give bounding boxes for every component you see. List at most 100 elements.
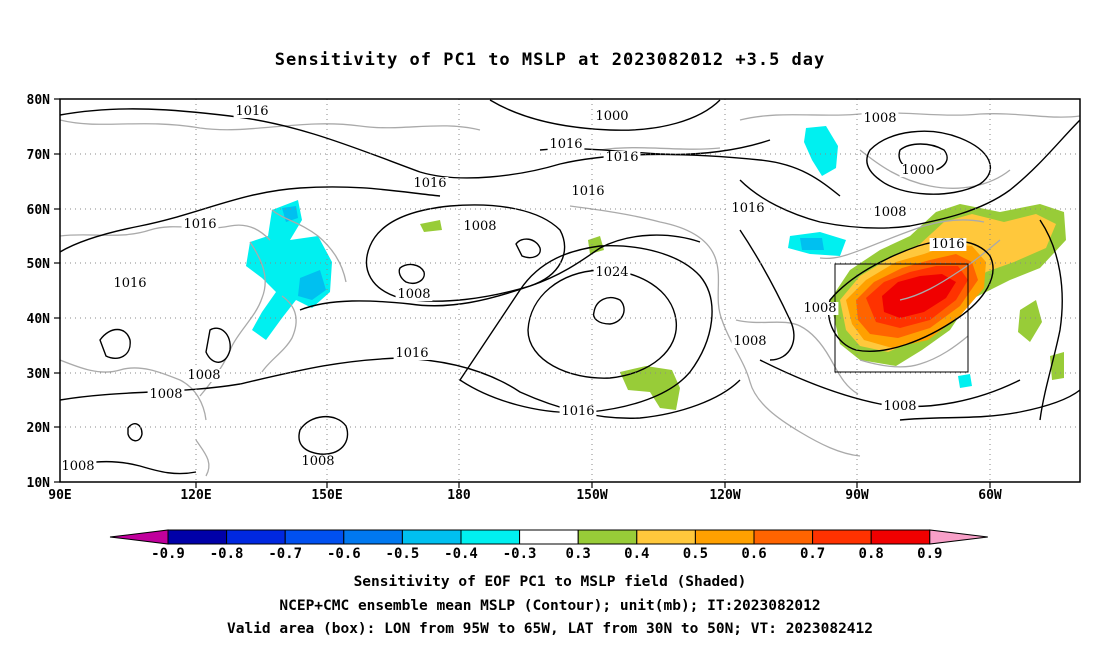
colorbar-segment xyxy=(167,529,228,545)
contour-label-bg xyxy=(547,138,585,151)
lat-label: 30N xyxy=(27,367,51,382)
contour-label: 1016 xyxy=(235,104,268,119)
sensitivity-shading xyxy=(246,126,1066,410)
colorbar-segment xyxy=(636,529,696,545)
colorbar-tick-label: 0.7 xyxy=(800,546,825,562)
caption-line-3: Valid area (box): LON from 95W to 65W, L… xyxy=(226,621,873,637)
contour-label-bg xyxy=(593,110,631,123)
contour-label: 1016 xyxy=(113,276,146,291)
contour-label: 1008 xyxy=(733,334,766,349)
contour-label-bg xyxy=(60,460,97,473)
lon-label: 60W xyxy=(978,488,1002,503)
lon-label: 90E xyxy=(48,488,71,503)
lon-label: 180 xyxy=(447,488,471,503)
contour-label-bg xyxy=(593,266,631,279)
colorbar-segment xyxy=(284,529,345,545)
lat-label: 60N xyxy=(27,203,51,218)
lat-label: 20N xyxy=(27,421,51,436)
colorbar-segment xyxy=(519,529,579,545)
colorbar-segment xyxy=(812,529,872,545)
contour-label-bg xyxy=(729,202,767,215)
contour-label-bg xyxy=(881,400,919,413)
colorbar-segment xyxy=(753,529,814,545)
contour-label-bg xyxy=(899,164,937,177)
colorbar-tick-label: -0.6 xyxy=(327,546,361,562)
lat-label: 50N xyxy=(27,257,51,272)
shade-negative-arctic xyxy=(804,126,838,176)
caption-line-2: NCEP+CMC ensemble mean MSLP (Contour); u… xyxy=(279,598,821,614)
contour-label: 1016 xyxy=(561,404,594,419)
colorbar-segment xyxy=(870,529,931,545)
colorbar-low-triangle xyxy=(109,529,169,545)
colorbar-high-triangle xyxy=(929,529,988,545)
contour-label-bg xyxy=(861,112,899,125)
colorbar-tick-label: 0.5 xyxy=(683,546,708,562)
plot-frame xyxy=(59,98,1081,483)
contour-label: 1016 xyxy=(605,150,638,165)
lat-label: 70N xyxy=(27,148,51,163)
colorbar-tick-label: 0.6 xyxy=(741,546,766,562)
axis-ticks xyxy=(54,98,991,488)
shade-positive-small1 xyxy=(420,220,442,232)
contour-label-bg xyxy=(393,347,431,360)
contour-label-bg xyxy=(731,335,769,348)
contour-label-bg xyxy=(395,288,433,301)
contour-label-bg xyxy=(181,218,219,231)
lon-label: 120W xyxy=(709,488,740,503)
contour-label-bg xyxy=(185,369,223,382)
colorbar-tick-label: -0.9 xyxy=(151,546,185,562)
colorbar-segment xyxy=(694,529,755,545)
contour-label: 1024 xyxy=(595,265,628,280)
contour-label: 1000 xyxy=(595,109,628,124)
colorbar-segment xyxy=(401,529,462,545)
colorbar-tick-label: 0.8 xyxy=(859,546,884,562)
contour-label-bg xyxy=(111,277,149,290)
lon-label: 150E xyxy=(311,488,342,503)
colorbar-segment xyxy=(460,529,521,545)
colorbar-tick-label: 0.9 xyxy=(917,546,942,562)
contour-label: 1016 xyxy=(571,184,604,199)
colorbar-tick-label: 0.4 xyxy=(624,546,649,562)
contour-label: 1008 xyxy=(61,459,94,474)
colorbar: -0.9 -0.8 -0.7 -0.6 -0.5 -0.4 -0.3 0.3 0.4 0.5 0.6… xyxy=(109,529,988,562)
contour-label: 1008 xyxy=(187,368,220,383)
lon-label: 120E xyxy=(180,488,211,503)
contour-label-bg xyxy=(569,185,607,198)
lon-label: 150W xyxy=(576,488,607,503)
colorbar-segment xyxy=(226,529,286,545)
contour-label: 1016 xyxy=(413,176,446,191)
colorbar-segment xyxy=(343,529,403,545)
contour-label-bg xyxy=(411,177,449,190)
shade-negative-asia-core xyxy=(282,206,326,300)
contour-label-bg xyxy=(299,455,337,468)
lon-label: 90W xyxy=(845,488,869,503)
colorbar-tick-label: -0.8 xyxy=(210,546,244,562)
valid-area-box xyxy=(834,263,969,373)
shade-negative-na-core xyxy=(800,238,824,250)
shade-positive-atl1 xyxy=(1018,300,1042,342)
colorbar-tick-label: -0.5 xyxy=(386,546,420,562)
graticule xyxy=(60,99,1080,482)
contour-label-bg xyxy=(559,405,597,418)
contour-label-bg xyxy=(603,151,641,164)
contour-label: 1016 xyxy=(931,237,964,252)
latitude-labels: 80N 70N 60N 50N 40N 30N 20N 10N xyxy=(27,93,51,491)
contour-label: 1016 xyxy=(549,137,582,152)
contour-labels: 1016 1016 1016 1016 1016 1016 1016 1016 1016 1016… xyxy=(60,104,967,474)
contour-label-bg xyxy=(929,238,967,251)
contour-label: 1008 xyxy=(463,219,496,234)
shade-positive-pacific xyxy=(620,366,680,410)
contour-label: 1008 xyxy=(883,399,916,414)
contour-label-bg xyxy=(233,105,271,118)
contour-label: 1008 xyxy=(803,301,836,316)
contour-label-bg xyxy=(147,388,185,401)
contour-label-bg xyxy=(801,302,839,315)
contour-label: 1008 xyxy=(873,205,906,220)
contour-label: 1000 xyxy=(901,163,934,178)
contour-label-bg xyxy=(461,220,499,233)
contour-label: 1008 xyxy=(863,111,896,126)
caption-line-1: Sensitivity of EOF PC1 to MSLP field (Sh… xyxy=(353,574,747,590)
contour-label: 1016 xyxy=(395,346,428,361)
shade-negative-asia xyxy=(246,200,332,340)
